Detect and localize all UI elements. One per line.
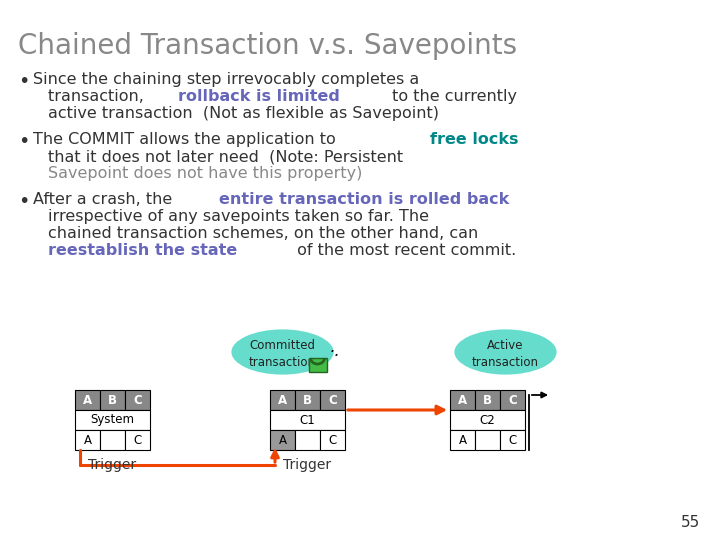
Bar: [295, 390, 320, 410]
Text: A: A: [278, 394, 287, 407]
Bar: [270, 430, 295, 450]
Text: Committed
transaction: Committed transaction: [249, 339, 316, 369]
Text: to the currently: to the currently: [387, 89, 517, 104]
Text: C2: C2: [480, 414, 495, 427]
Text: After a crash, the: After a crash, the: [33, 192, 177, 207]
Text: C: C: [328, 394, 337, 407]
Text: C: C: [133, 434, 142, 447]
Text: A: A: [83, 394, 92, 407]
Bar: [295, 430, 320, 450]
Text: C: C: [508, 394, 517, 407]
Text: Chained Transaction v.s. Savepoints: Chained Transaction v.s. Savepoints: [18, 32, 517, 60]
Text: •: •: [18, 72, 30, 91]
Text: rollback is limited: rollback is limited: [179, 89, 340, 104]
Bar: [450, 430, 475, 450]
Bar: [450, 390, 475, 410]
Text: Since the chaining step irrevocably completes a: Since the chaining step irrevocably comp…: [33, 72, 419, 87]
Bar: [475, 390, 500, 410]
Bar: [75, 390, 100, 410]
Text: Trigger: Trigger: [284, 458, 332, 472]
Text: A: A: [458, 394, 467, 407]
Bar: [450, 410, 525, 430]
Text: The COMMIT allows the application to: The COMMIT allows the application to: [33, 132, 341, 147]
Bar: [100, 430, 125, 450]
Text: entire transaction is rolled back: entire transaction is rolled back: [220, 192, 510, 207]
Text: B: B: [483, 394, 492, 407]
Bar: [75, 410, 150, 430]
Text: Savepoint does not have this property): Savepoint does not have this property): [48, 166, 362, 181]
Text: •: •: [18, 192, 30, 211]
Bar: [308, 358, 326, 372]
Bar: [270, 410, 345, 430]
Text: reestablish the state: reestablish the state: [48, 243, 238, 258]
Ellipse shape: [230, 328, 335, 376]
Text: active transaction  (Not as flexible as Savepoint): active transaction (Not as flexible as S…: [48, 106, 439, 121]
Text: transaction,: transaction,: [48, 89, 149, 104]
Text: C: C: [133, 394, 142, 407]
Text: A: A: [459, 434, 467, 447]
Text: C: C: [328, 434, 337, 447]
Bar: [125, 390, 150, 410]
Text: C: C: [508, 434, 517, 447]
Bar: [320, 390, 345, 410]
Text: irrespective of any savepoints taken so far. The: irrespective of any savepoints taken so …: [48, 209, 429, 224]
Text: 55: 55: [680, 515, 700, 530]
Text: B: B: [303, 394, 312, 407]
Text: chained transaction schemes, on the other hand, can: chained transaction schemes, on the othe…: [48, 226, 478, 241]
Ellipse shape: [453, 328, 558, 376]
Text: A: A: [84, 434, 91, 447]
Text: Trigger: Trigger: [89, 458, 137, 472]
Bar: [100, 390, 125, 410]
Text: that it does not later need  (Note: Persistent: that it does not later need (Note: Persi…: [48, 149, 403, 164]
Text: C1: C1: [300, 414, 315, 427]
Bar: [500, 390, 525, 410]
Text: •: •: [18, 132, 30, 151]
Text: of the most recent commit.: of the most recent commit.: [292, 243, 516, 258]
Text: B: B: [108, 394, 117, 407]
Text: free locks: free locks: [431, 132, 518, 147]
Bar: [270, 390, 295, 410]
Bar: [500, 430, 525, 450]
Bar: [75, 430, 100, 450]
Bar: [475, 430, 500, 450]
Text: System: System: [91, 414, 135, 427]
Text: Active
transaction: Active transaction: [472, 339, 539, 369]
Text: A: A: [279, 434, 287, 447]
Bar: [125, 430, 150, 450]
Bar: [320, 430, 345, 450]
